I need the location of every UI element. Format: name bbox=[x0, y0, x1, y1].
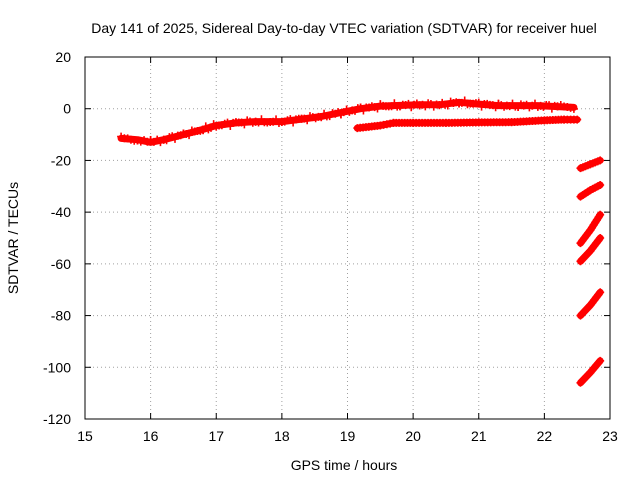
x-tick-label: 16 bbox=[143, 428, 159, 444]
y-axis-label: SDTVAR / TECUs bbox=[5, 182, 21, 294]
data-point bbox=[596, 234, 605, 242]
series-seg5 bbox=[576, 288, 605, 320]
y-tick-label: -40 bbox=[51, 204, 71, 220]
chart-title: Day 141 of 2025, Sidereal Day-to-day VTE… bbox=[91, 20, 597, 36]
x-tick-label: 22 bbox=[537, 428, 553, 444]
series-seg3 bbox=[576, 210, 605, 248]
y-tick-label: -20 bbox=[51, 152, 71, 168]
data-points bbox=[117, 96, 605, 387]
y-tick-label: -80 bbox=[51, 308, 71, 324]
series-lower-band bbox=[353, 115, 582, 133]
series-seg6 bbox=[576, 356, 605, 387]
data-point bbox=[596, 288, 605, 297]
data-point bbox=[240, 120, 249, 129]
y-tick-label: 0 bbox=[63, 101, 71, 117]
x-tick-label: 17 bbox=[208, 428, 224, 444]
data-point bbox=[303, 116, 312, 125]
x-tick-label: 23 bbox=[602, 428, 618, 444]
x-tick-label: 15 bbox=[77, 428, 93, 444]
data-point bbox=[596, 210, 605, 219]
series-seg2 bbox=[576, 180, 605, 201]
x-tick-label: 20 bbox=[405, 428, 421, 444]
x-tick-label: 21 bbox=[471, 428, 487, 444]
y-tick-label: 20 bbox=[55, 49, 71, 65]
x-tick-label: 18 bbox=[274, 428, 290, 444]
x-axis-label: GPS time / hours bbox=[291, 457, 398, 473]
x-tick-label: 19 bbox=[340, 428, 356, 444]
axis-ticks bbox=[84, 56, 611, 420]
series-seg1 bbox=[576, 156, 605, 173]
data-point bbox=[373, 104, 382, 113]
y-tick-label: -100 bbox=[43, 359, 71, 375]
data-point bbox=[573, 115, 582, 124]
y-tick-label: -60 bbox=[51, 256, 71, 272]
data-point bbox=[596, 180, 605, 189]
data-point bbox=[596, 156, 605, 165]
data-point bbox=[185, 131, 194, 140]
data-point bbox=[569, 104, 578, 113]
y-tick-labels: 20 0 -20 -40 -60 -80 -100 -120 bbox=[43, 49, 71, 427]
y-tick-label: -120 bbox=[43, 411, 71, 427]
series-seg4 bbox=[576, 234, 605, 266]
x-tick-labels: 15 16 17 18 19 20 21 22 23 bbox=[77, 428, 618, 444]
data-point bbox=[596, 356, 605, 365]
series-main bbox=[117, 96, 578, 147]
